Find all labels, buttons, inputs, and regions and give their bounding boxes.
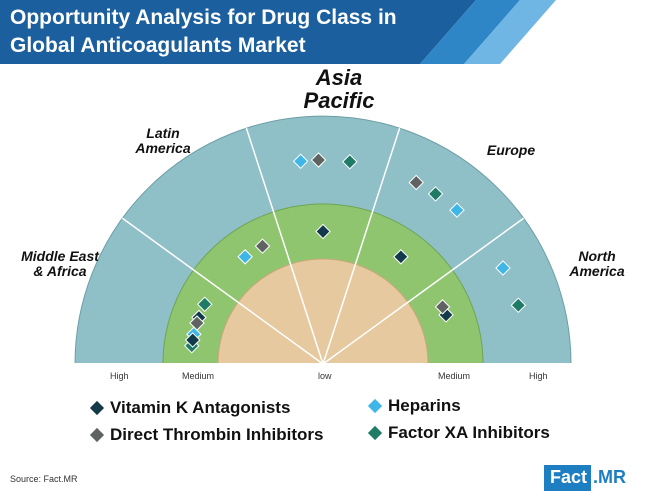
region-label-north-america: North America xyxy=(552,249,642,278)
legend-factor-xa-inhibitors: Factor XA Inhibitors xyxy=(367,423,550,443)
marker-vka-europe xyxy=(393,249,409,265)
marker-vka-mea xyxy=(184,332,201,348)
title-banner-shape xyxy=(0,0,556,64)
region-latin-america-line1: Latin xyxy=(146,125,180,141)
legend-heparins: Heparins xyxy=(367,396,461,416)
legend-label-heparins: Heparins xyxy=(388,396,461,415)
sector-divider xyxy=(322,127,401,365)
sector-divider xyxy=(121,217,324,365)
sector-divider xyxy=(322,217,525,365)
inner-ring-low xyxy=(217,258,429,365)
legend-vitamin-k-antagonists: Vitamin K Antagonists xyxy=(89,398,291,418)
marker-dti-mea xyxy=(189,315,205,331)
region-label-europe: Europe xyxy=(466,143,556,158)
title-line-1: Opportunity Analysis for Drug Class in xyxy=(10,6,397,29)
legend-label-dti: Direct Thrombin Inhibitors xyxy=(110,425,324,444)
banner-mid-stripe xyxy=(420,0,520,64)
region-mea-line1: Middle East xyxy=(21,248,99,264)
scale-right-medium: Medium xyxy=(438,371,471,381)
marker-fxa-asia_pacific xyxy=(342,153,358,170)
marker-fxa-mea xyxy=(196,296,213,312)
marker-fxa-europe xyxy=(427,186,444,202)
marker-heparins-europe xyxy=(449,202,465,218)
marker-heparins-asia_pacific xyxy=(292,153,309,170)
legend-label-fxa: Factor XA Inhibitors xyxy=(388,423,550,442)
region-label-asia-pacific: Asia Pacific xyxy=(294,66,384,112)
region-asia-pacific-line1: Asia xyxy=(315,65,363,90)
banner-dark-band xyxy=(0,0,476,64)
title-line-2: Global Anticoagulants Market xyxy=(10,34,306,57)
region-asia-pacific-line2: Pacific xyxy=(303,88,375,114)
marker-dti-europe xyxy=(408,174,424,191)
region-label-latin-america: Latin America xyxy=(118,126,208,155)
region-latin-america-line2: America xyxy=(135,139,191,156)
legend-marker-fxa xyxy=(367,425,383,441)
scale-center-low: low xyxy=(318,371,332,381)
marker-dti-asia_pacific xyxy=(310,152,327,168)
scale-right-high: High xyxy=(529,371,548,381)
legend-marker-dti xyxy=(89,427,105,443)
region-mea-line2: & Africa xyxy=(33,262,87,279)
legend-marker-heparins xyxy=(367,398,383,414)
legend-direct-thrombin-inhibitors: Direct Thrombin Inhibitors xyxy=(89,425,324,445)
legend-marker-vka xyxy=(89,400,105,416)
marker-vka-asia_pacific xyxy=(315,223,331,240)
marker-heparins-north_america xyxy=(495,260,511,276)
factmr-logo: Fact .MR xyxy=(544,465,640,491)
sector-divider xyxy=(245,127,324,365)
scale-left-medium: Medium xyxy=(182,371,215,381)
scale-left-high: High xyxy=(110,371,129,381)
source-note: Source: Fact.MR xyxy=(10,474,78,484)
title-banner: Opportunity Analysis for Drug Class in G… xyxy=(0,0,650,66)
marker-fxa-north_america xyxy=(510,297,527,314)
region-label-middle-east-africa: Middle East & Africa xyxy=(10,249,110,278)
marker-dti-latin_america xyxy=(254,238,271,254)
legend-label-vka: Vitamin K Antagonists xyxy=(110,398,291,417)
marker-heparins-latin_america xyxy=(237,249,253,265)
region-north-america-line1: North xyxy=(578,248,616,264)
banner-light-stripe xyxy=(464,0,556,64)
region-north-america-line2: America xyxy=(569,262,625,279)
marker-dti-north_america xyxy=(434,299,451,315)
region-europe-line1: Europe xyxy=(486,142,536,158)
